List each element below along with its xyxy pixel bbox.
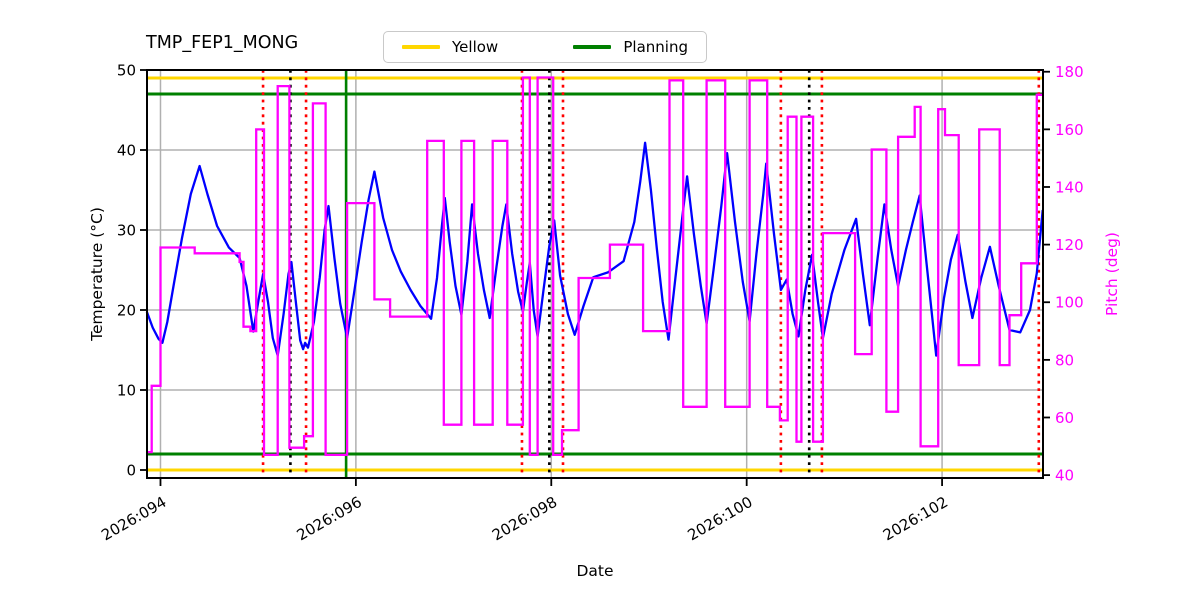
y-axis-label-left: Temperature (°C) [88,207,106,341]
legend: Yellow Planning [383,31,707,63]
x-axis-label: Date [576,562,614,580]
y-right-tick-label: 80 [1055,351,1074,369]
x-tick-label: 2026:102 [880,493,951,545]
y-right-tick-label: 160 [1055,121,1084,139]
y-left-tick-label: 0 [126,462,136,480]
pitch-line [146,76,1043,457]
y-left-tick-label: 40 [117,142,136,160]
y-axis-label-right: Pitch (deg) [1103,232,1121,316]
x-tick-label: 2026:094 [98,493,169,545]
x-tick-label: 2026:100 [684,493,755,545]
x-tick-label: 2026:098 [489,493,560,545]
legend-entry-planning: Planning [573,38,688,56]
y-right-tick-label: 100 [1055,294,1084,312]
legend-entry-yellow: Yellow [402,38,498,56]
y-left-tick-label: 50 [117,62,136,80]
x-tick-label: 2026:096 [294,493,365,545]
y-right-tick-label: 180 [1055,63,1084,81]
plot-border [146,69,1044,479]
y-left-tick-label: 20 [117,302,136,320]
y-right-tick-label: 60 [1055,409,1074,427]
y-right-tick-label: 40 [1055,467,1074,485]
y-left-tick-label: 30 [117,222,136,240]
chart-title: TMP_FEP1_MONG [146,33,299,53]
planning-line-swatch [573,45,612,49]
y-left-tick-label: 10 [117,382,136,400]
yellow-line-swatch [402,45,440,49]
temperature-line [145,141,1044,357]
legend-label-yellow: Yellow [452,38,499,56]
y-right-tick-label: 140 [1055,178,1084,196]
y-right-tick-label: 120 [1055,236,1084,254]
legend-label-planning: Planning [623,38,688,56]
